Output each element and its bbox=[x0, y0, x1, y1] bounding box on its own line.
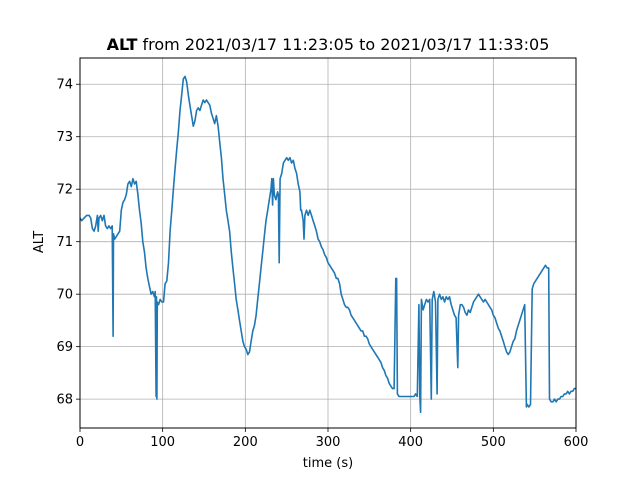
x-tick-label: 200 bbox=[233, 435, 258, 450]
y-tick-label: 73 bbox=[56, 130, 73, 145]
chart-title-bold: ALT bbox=[107, 35, 138, 54]
x-tick-label: 300 bbox=[316, 435, 341, 450]
y-tick-label: 72 bbox=[56, 183, 73, 198]
series-line-0 bbox=[79, 75, 576, 414]
x-tick-label: 100 bbox=[150, 435, 175, 450]
y-tick-label: 70 bbox=[56, 288, 73, 303]
x-tick-label: 500 bbox=[481, 435, 506, 450]
y-tick-label: 71 bbox=[56, 235, 73, 250]
series-group bbox=[79, 75, 576, 414]
y-tick-label: 69 bbox=[56, 340, 73, 355]
y-axis-label: ALT bbox=[32, 231, 47, 253]
x-axis-label: time (s) bbox=[303, 456, 353, 471]
x-tick-label: 600 bbox=[564, 435, 589, 450]
plot-frame bbox=[79, 57, 577, 429]
x-tick-label: 0 bbox=[76, 435, 84, 450]
chart-title: ALT from 2021/03/17 11:23:05 to 2021/03/… bbox=[107, 35, 550, 54]
y-tick-label: 74 bbox=[56, 78, 73, 93]
y-tick-label: 68 bbox=[56, 393, 73, 408]
grid-lines bbox=[79, 58, 577, 428]
axis-ticks: 0 100 200 300 400 500 600 68 69 70 71 72 73 74 bbox=[56, 78, 588, 450]
x-tick-label: 400 bbox=[398, 435, 423, 450]
chart-title-rest: from 2021/03/17 11:23:05 to 2021/03/17 1… bbox=[137, 35, 549, 54]
